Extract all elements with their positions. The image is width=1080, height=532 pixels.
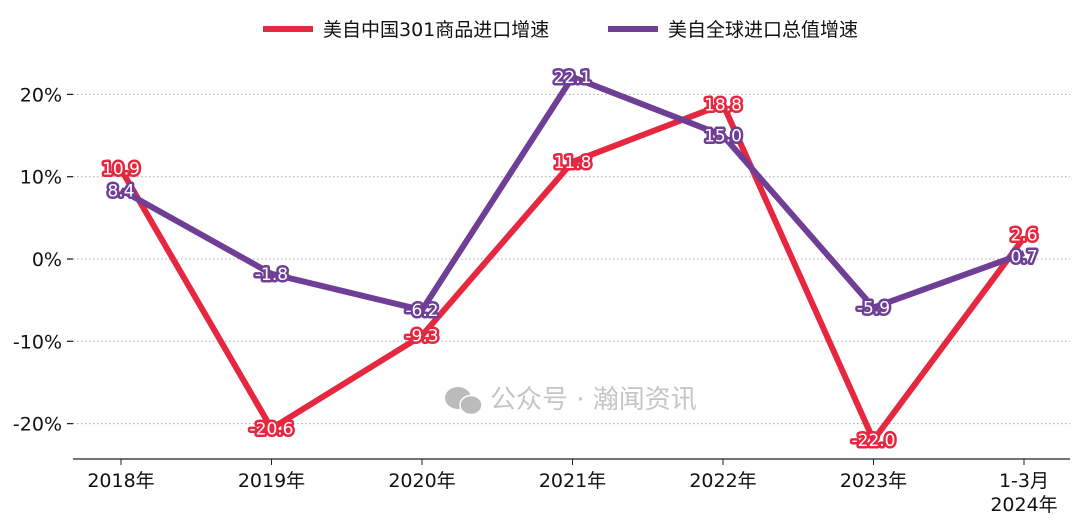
data-label: 18.8: [704, 95, 742, 115]
series-lines: [118, 73, 1027, 446]
data-label: 2.6: [1010, 225, 1037, 245]
x-tick-label: 2024年: [990, 494, 1057, 516]
wechat-icon: [445, 387, 483, 416]
series-line-2: [119, 73, 1026, 314]
legend-label: 美自全球进口总值增速: [668, 19, 858, 41]
data-label: -22.0: [852, 431, 896, 451]
data-label: 22.1: [554, 68, 592, 88]
x-tick-label: 2021年: [539, 470, 606, 492]
x-tick-label: 2019年: [238, 470, 305, 492]
legend: 美自中国301商品进口增速 美自全球进口总值增速: [263, 19, 858, 41]
x-tick-label: 2023年: [840, 470, 907, 492]
data-label: 10.9: [102, 160, 140, 180]
y-tick-label: 0%: [32, 249, 62, 271]
data-label: 8.4: [107, 182, 134, 202]
watermark: 公众号 · 瀚闻资讯: [445, 385, 697, 416]
data-label: -5.9: [857, 299, 890, 319]
y-tick-label: 20%: [20, 84, 62, 106]
x-tick-label: 2022年: [689, 470, 756, 492]
data-label: -20.6: [250, 420, 294, 440]
series-line-1: [118, 100, 1027, 446]
y-tick-label: -10%: [13, 331, 62, 353]
y-tick-label: -20%: [13, 414, 62, 436]
legend-label: 美自中国301商品进口增速: [323, 19, 549, 41]
data-label: -6.2: [405, 301, 438, 321]
data-label: -9.3: [405, 327, 438, 347]
data-label: 15.0: [704, 127, 742, 147]
watermark-text: 公众号 · 瀚闻资讯: [490, 385, 697, 415]
data-label: 0.7: [1010, 247, 1037, 267]
y-tick-label: 10%: [20, 167, 62, 189]
data-label: -1.8: [255, 265, 288, 285]
data-label: 11.8: [554, 153, 592, 173]
y-axis: 20% 10% 0% -10% -20%: [13, 84, 73, 436]
data-labels: 10.9 -20.6 -9.3 11.8 18.8 -22.0 2.6 8.4 -1.8 -6.2…: [100, 66, 1040, 454]
x-tick-label: 2020年: [388, 470, 455, 492]
x-tick-label: 2018年: [87, 470, 154, 492]
x-tick-label: 1-3月: [999, 470, 1049, 492]
